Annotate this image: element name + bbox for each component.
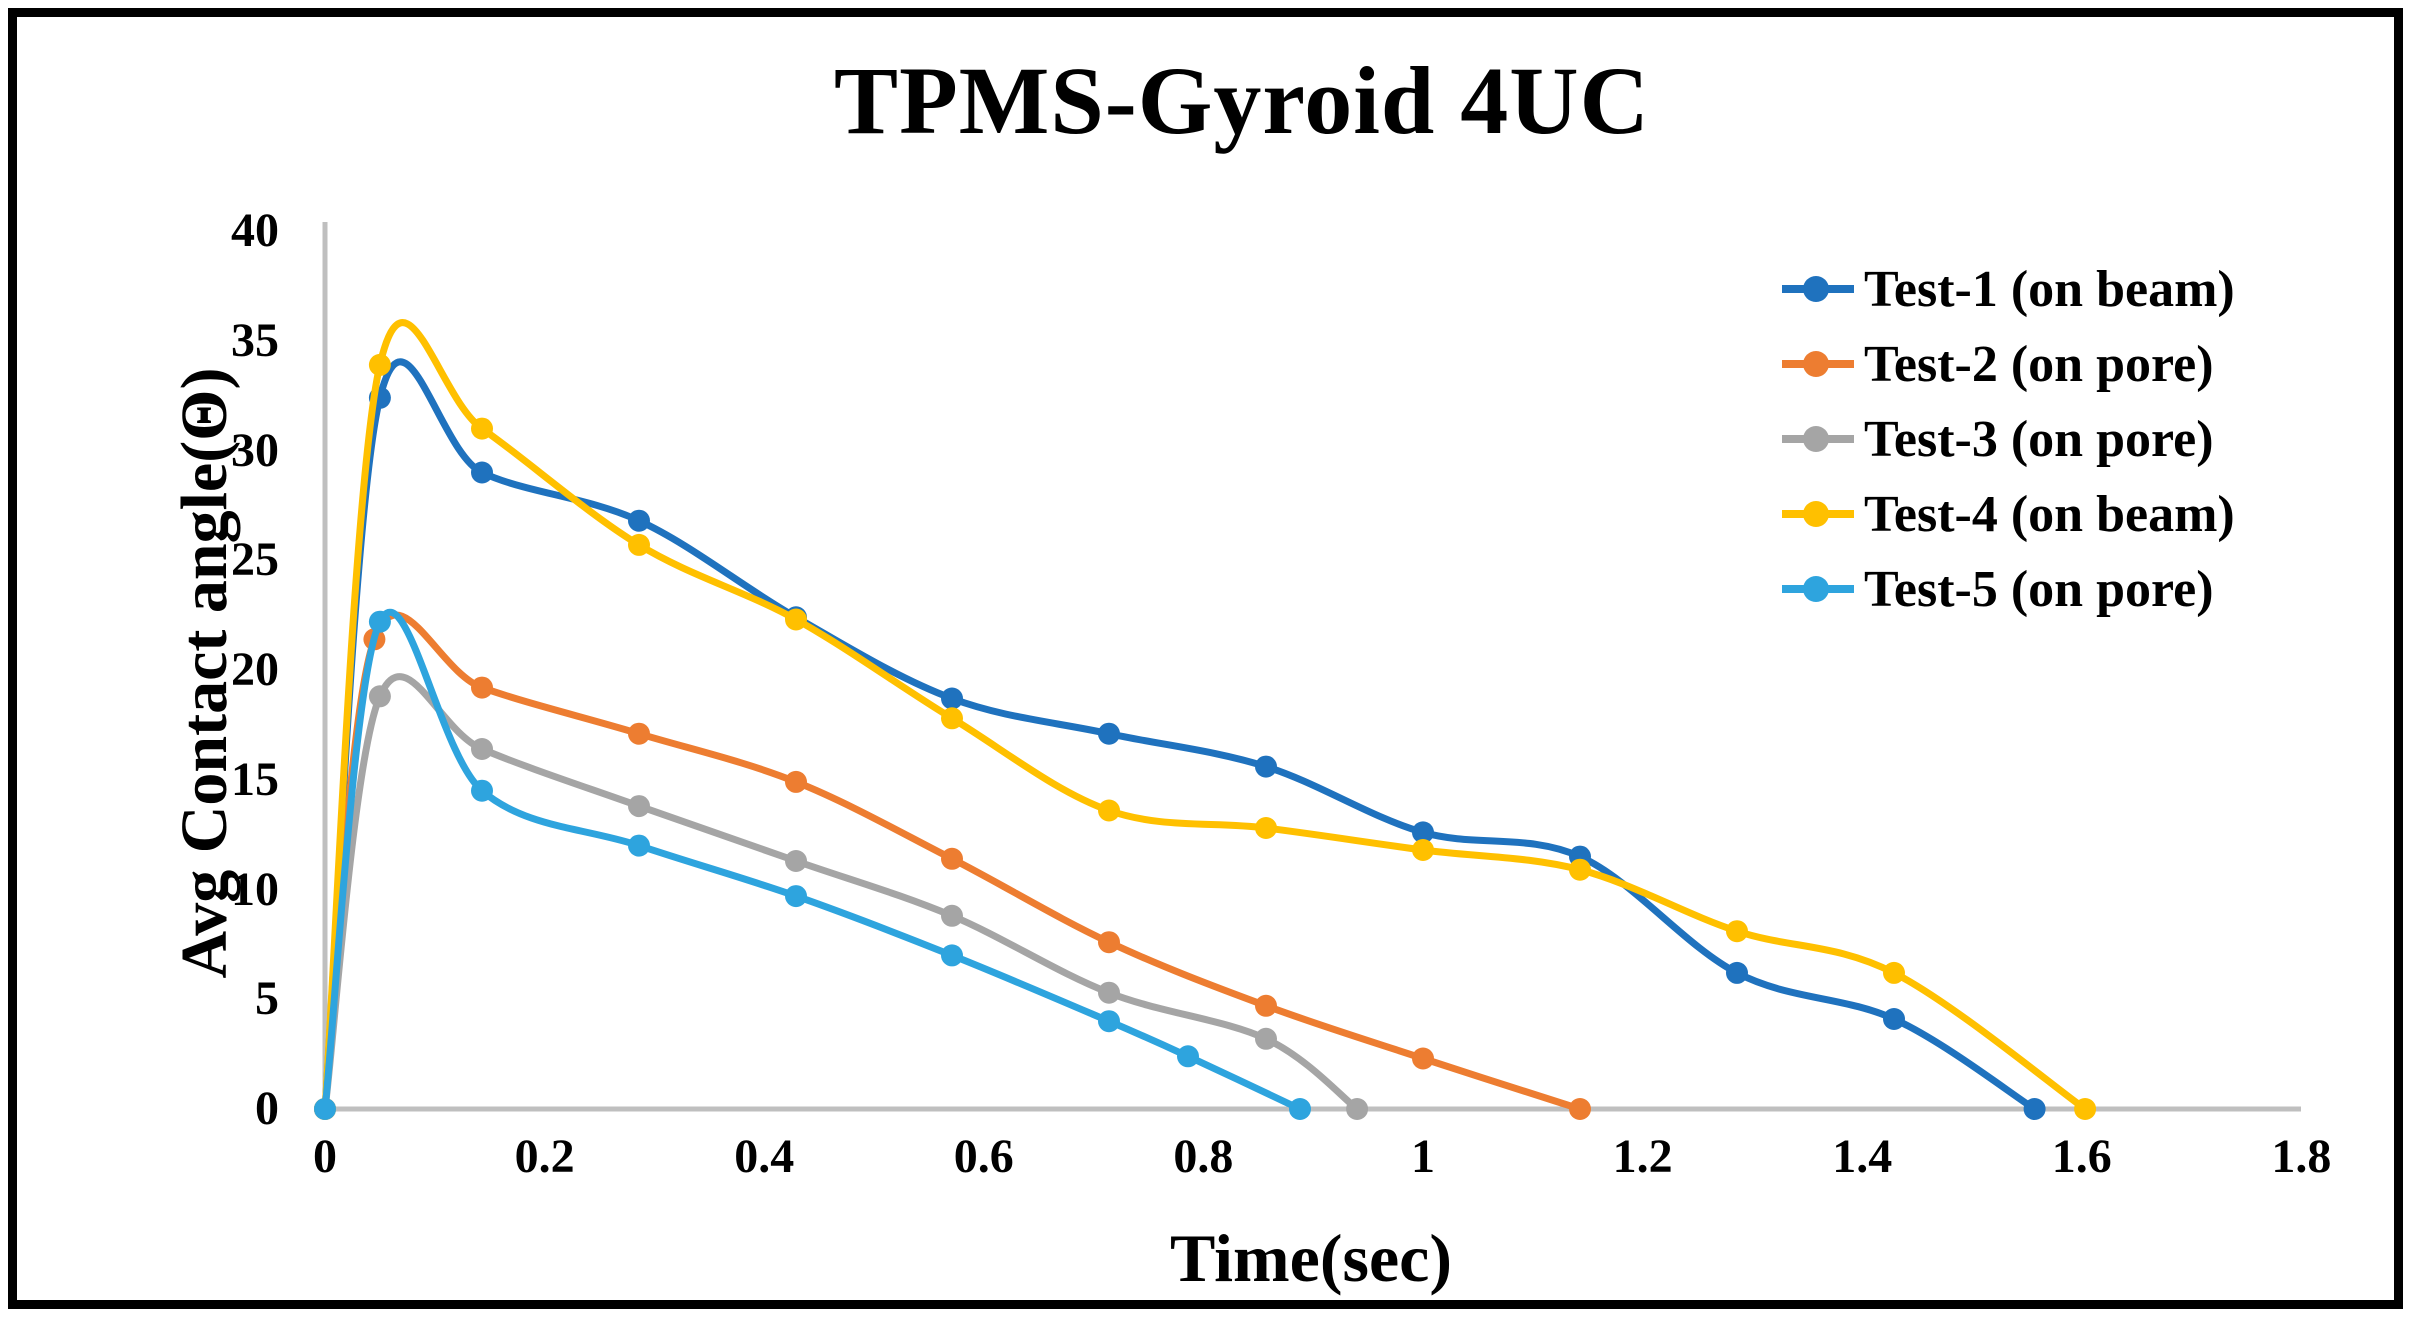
data-point-marker xyxy=(1098,981,1120,1004)
x-tick-label-1.8: 1.8 xyxy=(2271,1130,2332,1183)
data-point-marker xyxy=(941,707,963,730)
y-tick-label-10: 10 xyxy=(231,862,279,916)
x-tick-label-1.2: 1.2 xyxy=(1612,1130,1673,1183)
data-point-marker xyxy=(785,608,807,631)
data-point-marker xyxy=(1098,931,1120,954)
chart-title: TPMS-Gyroid 4UC xyxy=(834,47,1650,154)
data-point-marker xyxy=(628,834,650,857)
legend-dot xyxy=(1803,276,1829,302)
data-point-marker xyxy=(1098,1010,1120,1033)
data-point-marker xyxy=(785,850,807,872)
data-point-marker xyxy=(1726,920,1748,943)
legend-dot xyxy=(1803,501,1829,527)
x-tick-label-1: 1 xyxy=(1411,1130,1435,1183)
data-point-marker xyxy=(941,687,963,710)
data-point-marker xyxy=(628,722,650,745)
y-tick-label-25: 25 xyxy=(231,533,279,587)
legend-entry-2: Test-2 (on pore) xyxy=(1782,326,2214,402)
data-point-marker xyxy=(1177,1045,1199,1068)
legend-label: Test-2 (on pore) xyxy=(1864,335,2214,393)
data-point-marker xyxy=(471,461,493,484)
data-point-marker xyxy=(1726,961,1748,984)
data-point-marker xyxy=(1098,799,1120,822)
data-point-marker xyxy=(1255,817,1277,839)
data-point-marker xyxy=(1098,722,1120,745)
data-series xyxy=(314,319,2097,1120)
legend-marker-icon xyxy=(1782,426,1854,452)
data-point-marker xyxy=(2074,1098,2097,1120)
legend-entry-3: Test-3 (on pore) xyxy=(1782,401,2214,477)
data-point-marker xyxy=(1569,1098,1591,1120)
x-axis-title: Time(sec) xyxy=(1170,1220,1452,1296)
legend-marker-icon xyxy=(1782,276,1854,302)
x-tick-label-0.4: 0.4 xyxy=(734,1130,795,1183)
data-point-marker xyxy=(628,509,650,532)
legend-label: Test-3 (on pore) xyxy=(1864,410,2214,468)
figure-border: TPMS-Gyroid 4UC Avg Contact angle(Θ) Tim… xyxy=(8,8,2403,1309)
data-point-marker xyxy=(1883,961,1905,984)
data-point-marker xyxy=(471,676,493,699)
legend-entry-5: Test-5 (on pore) xyxy=(1782,551,2214,627)
legend-dot xyxy=(1803,351,1829,377)
data-point-marker xyxy=(941,847,963,870)
y-tick-label-35: 35 xyxy=(231,313,279,367)
series-5 xyxy=(314,608,1311,1120)
legend-dot xyxy=(1803,576,1829,602)
data-point-marker xyxy=(941,944,963,967)
data-point-marker xyxy=(368,685,391,708)
data-point-marker xyxy=(471,779,493,802)
x-tick-label-0.8: 0.8 xyxy=(1173,1130,1234,1183)
data-point-marker xyxy=(628,795,650,818)
data-point-marker xyxy=(471,738,493,760)
x-tick-label-1.4: 1.4 xyxy=(1832,1130,1893,1183)
series-line-1 xyxy=(321,358,2039,1113)
x-tick-label-1.6: 1.6 xyxy=(2051,1130,2112,1183)
legend-marker-icon xyxy=(1782,351,1854,377)
data-point-marker xyxy=(1289,1098,1311,1120)
y-tick-label-15: 15 xyxy=(231,752,279,806)
y-tick-label-30: 30 xyxy=(231,423,279,477)
y-tick-label-40: 40 xyxy=(231,204,279,257)
data-point-marker xyxy=(368,353,391,376)
x-tick-label-0.2: 0.2 xyxy=(514,1130,575,1183)
data-point-marker xyxy=(1255,994,1277,1017)
y-tick-label-0: 0 xyxy=(255,1082,279,1135)
data-point-marker xyxy=(368,610,391,633)
legend-entry-1: Test-1 (on beam) xyxy=(1782,251,2235,327)
legend-label: Test-5 (on pore) xyxy=(1864,560,2214,618)
series-line-5 xyxy=(321,608,1304,1113)
data-point-marker xyxy=(785,885,807,908)
legend-marker-icon xyxy=(1782,501,1854,527)
legend-label: Test-1 (on beam) xyxy=(1864,260,2235,318)
data-point-marker xyxy=(941,904,963,927)
y-tick-label-5: 5 xyxy=(255,972,279,1026)
series-3 xyxy=(314,673,1369,1120)
data-point-marker xyxy=(471,417,493,440)
data-point-marker xyxy=(1569,858,1591,881)
legend-marker-icon xyxy=(1782,576,1854,602)
data-point-marker xyxy=(2023,1098,2046,1120)
data-point-marker xyxy=(1412,839,1434,861)
data-point-marker xyxy=(1346,1098,1369,1120)
data-point-marker xyxy=(1883,1008,1905,1030)
legend-dot xyxy=(1803,426,1829,452)
legend-entry-4: Test-4 (on beam) xyxy=(1782,476,2235,552)
data-point-marker xyxy=(628,533,650,556)
plot-area xyxy=(314,222,2301,1120)
legend-label: Test-4 (on beam) xyxy=(1864,485,2235,543)
data-point-marker xyxy=(785,770,807,793)
data-point-marker xyxy=(1255,755,1277,778)
data-point-marker xyxy=(1412,1047,1434,1070)
data-point-marker xyxy=(1412,821,1434,844)
series-4 xyxy=(314,319,2097,1120)
y-tick-label-20: 20 xyxy=(231,643,279,696)
x-tick-label-0.6: 0.6 xyxy=(953,1130,1014,1183)
data-point-marker xyxy=(314,1098,336,1120)
data-point-marker xyxy=(1255,1027,1277,1050)
x-tick-label-0: 0 xyxy=(313,1130,337,1183)
